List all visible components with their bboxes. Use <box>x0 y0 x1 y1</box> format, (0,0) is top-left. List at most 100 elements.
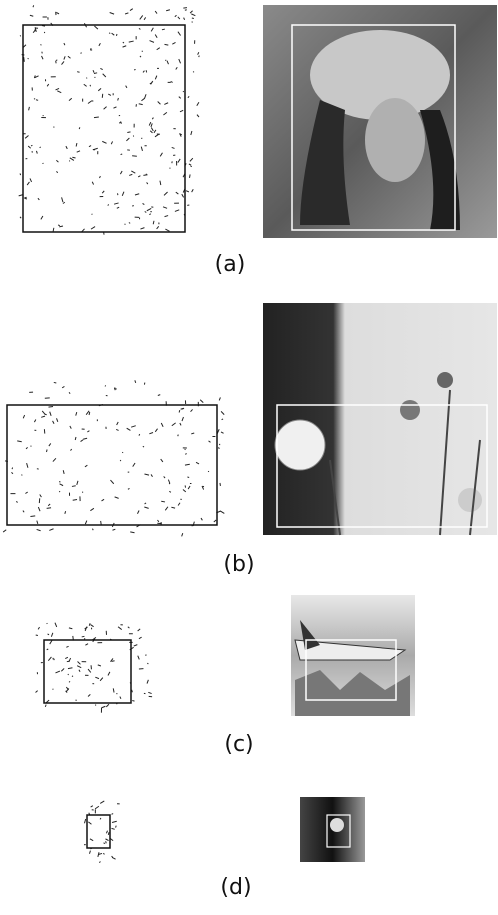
edge-stroke <box>171 506 176 509</box>
edge-stroke <box>48 406 54 408</box>
edge-stroke <box>170 80 173 83</box>
edge-stroke <box>171 146 175 149</box>
detection-box <box>86 814 111 849</box>
edge-stroke <box>166 60 169 65</box>
edge-stroke <box>23 196 27 199</box>
edge-stroke <box>101 498 105 502</box>
edge-stroke <box>144 502 147 505</box>
panel-label: (c) <box>224 732 253 757</box>
edge-stroke <box>54 622 58 628</box>
edge-stroke <box>116 421 119 426</box>
edge-stroke <box>144 473 150 476</box>
edge-stroke <box>137 655 140 660</box>
edge-stroke <box>183 17 186 20</box>
edge-stroke <box>56 159 59 163</box>
edge-stroke <box>99 817 102 820</box>
edge-stroke <box>198 55 200 58</box>
edge-stroke <box>61 386 65 389</box>
edge-stroke <box>89 838 94 842</box>
edge-stroke <box>174 209 180 212</box>
edge-stroke <box>187 476 190 478</box>
edge-stroke <box>128 40 134 43</box>
edge-stroke <box>88 411 91 416</box>
edge-stroke <box>107 832 110 836</box>
edge-stroke <box>152 220 155 225</box>
edge-stroke <box>165 228 170 232</box>
edge-stroke <box>98 42 101 47</box>
edge-stroke <box>105 841 107 844</box>
edge-stroke <box>117 97 119 101</box>
edge-stroke <box>41 415 46 418</box>
edge-stroke <box>52 688 54 690</box>
edge-stroke <box>146 207 152 212</box>
edge-stroke <box>185 453 187 455</box>
edge-stroke <box>93 116 99 119</box>
edge-stroke <box>179 422 182 426</box>
edge-stroke <box>166 9 171 12</box>
edge-stroke <box>221 418 224 421</box>
edge-stroke <box>132 462 136 467</box>
edge-stroke <box>161 500 166 503</box>
edge-stroke <box>115 825 117 828</box>
edge-stroke <box>41 410 46 415</box>
edge-stroke <box>88 623 91 626</box>
edge-stroke <box>156 225 160 230</box>
edge-stroke <box>55 670 61 674</box>
edge-stroke <box>98 861 101 864</box>
edge-stroke <box>66 660 70 663</box>
edge-stroke <box>142 70 145 73</box>
edge-stroke <box>35 690 38 693</box>
edge-stroke <box>52 227 55 232</box>
edge-stroke <box>26 181 30 186</box>
edge-stroke <box>93 72 98 74</box>
edge-stroke <box>94 25 99 30</box>
edge-stroke <box>171 422 176 427</box>
edge-stroke <box>119 459 122 462</box>
edge-stroke <box>168 482 171 485</box>
edge-stroke <box>64 511 67 514</box>
edge-stroke <box>109 12 115 15</box>
edge-stroke <box>111 660 115 662</box>
edge-stroke <box>164 43 169 46</box>
edge-stroke <box>65 686 69 691</box>
edge-stroke <box>196 114 200 118</box>
edge-stroke <box>128 222 131 224</box>
edge-stroke <box>154 133 159 138</box>
edge-stroke <box>55 87 60 91</box>
edge-stroke <box>167 479 171 484</box>
edge-stroke <box>84 818 87 824</box>
edge-stroke <box>191 188 194 193</box>
edge-stroke <box>26 463 29 468</box>
edge-stroke <box>105 838 109 841</box>
edge-stroke <box>189 157 194 162</box>
edge-stroke <box>40 215 44 220</box>
edge-stroke <box>188 163 192 166</box>
edge-stroke <box>30 515 36 518</box>
edge-stroke <box>103 842 106 844</box>
edge-stroke <box>62 201 66 204</box>
edge-stroke <box>154 34 158 39</box>
edge-stroke <box>143 174 148 176</box>
edge-stroke <box>36 528 41 532</box>
edge-stroke <box>107 204 110 206</box>
edge-stroke <box>175 191 179 195</box>
edge-stroke <box>137 175 141 178</box>
edge-stroke <box>163 476 166 479</box>
edge-stroke <box>105 830 108 834</box>
edge-stroke <box>44 704 47 708</box>
edge-stroke <box>164 506 169 511</box>
edge-stroke <box>172 42 176 45</box>
edge-stroke <box>102 140 107 144</box>
edge-stroke <box>68 627 73 630</box>
edge-stroke <box>143 94 147 99</box>
edge-stroke <box>99 800 105 804</box>
edge-stroke <box>181 533 184 537</box>
edge-stroke <box>164 102 169 105</box>
edge-stroke <box>11 472 14 475</box>
edge-stroke <box>59 225 64 228</box>
edge-stroke <box>35 99 39 101</box>
edge-stroke <box>57 224 61 227</box>
edge-stroke <box>78 669 81 673</box>
edge-stroke <box>154 75 158 80</box>
edge-stroke <box>169 490 172 493</box>
